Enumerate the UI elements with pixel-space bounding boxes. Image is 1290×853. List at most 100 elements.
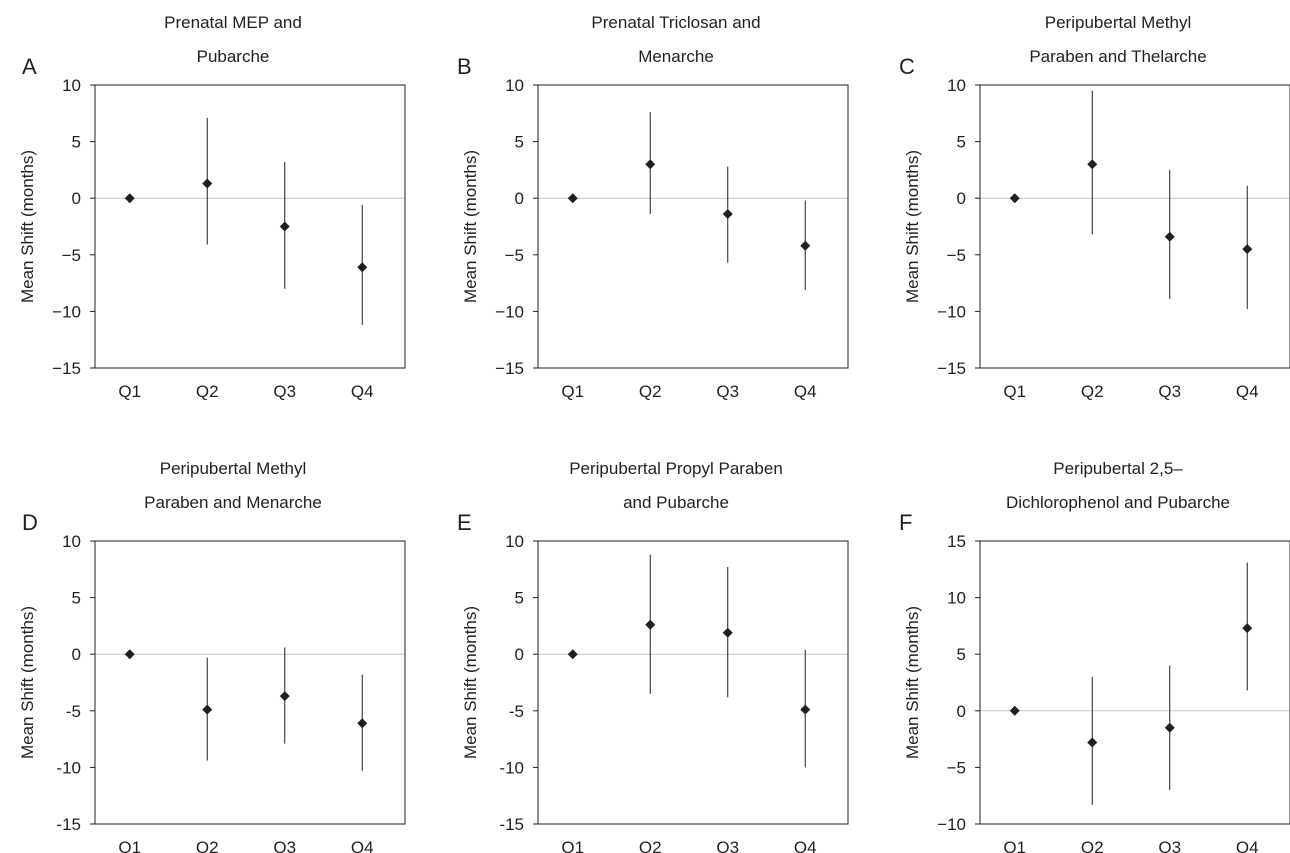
data-point-q4 (357, 262, 368, 273)
plot-frame (94, 84, 406, 369)
data-point-q3 (1164, 722, 1175, 733)
x-tick-label: Q2 (1081, 838, 1104, 853)
y-axis-label: Mean Shift (months) (461, 606, 480, 759)
y-tick-label: −5 (947, 758, 966, 777)
x-tick-label: Q3 (1158, 382, 1181, 401)
x-tick-label: Q2 (196, 838, 219, 853)
y-tick-label: -15 (499, 815, 524, 834)
y-tick-label: -10 (56, 758, 81, 777)
data-point-q2 (645, 619, 656, 630)
y-tick-label: 15 (947, 532, 966, 551)
y-tick-label: -5 (66, 702, 81, 721)
x-tick-label: Q1 (561, 382, 584, 401)
y-tick-label: -10 (499, 758, 524, 777)
y-tick-label: 10 (62, 76, 81, 95)
panel-d: D Peripubertal Methyl Paraben and Menarche… (18, 459, 406, 853)
x-tick-label: Q4 (1236, 838, 1259, 853)
y-tick-label: −10 (937, 302, 966, 321)
plot-frame (94, 540, 406, 825)
x-tick-label: Q3 (716, 382, 739, 401)
x-tick-label: Q4 (794, 382, 817, 401)
y-tick-label: 10 (62, 532, 81, 551)
y-tick-label: 0 (72, 645, 81, 664)
x-tick-label: Q1 (118, 382, 141, 401)
data-point-q2 (645, 159, 656, 170)
y-tick-label: −10 (52, 302, 81, 321)
data-point-q4 (357, 718, 368, 729)
data-point-q1 (124, 193, 135, 204)
y-tick-label: -5 (509, 702, 524, 721)
y-tick-label: 10 (947, 589, 966, 608)
y-tick-label: −15 (937, 359, 966, 378)
y-tick-label: 10 (505, 532, 524, 551)
data-point-q4 (800, 240, 811, 251)
y-tick-label: −5 (947, 246, 966, 265)
data-point-q1 (567, 193, 578, 204)
panel-c: C Peripubertal Methyl Paraben and Thelarch… (899, 13, 1290, 401)
panel-title-line-2: Dichlorophenol and Pubarche (1006, 493, 1230, 512)
y-tick-label: 0 (515, 645, 524, 664)
y-tick-label: −15 (52, 359, 81, 378)
panel-title-line-1: Peripubertal Methyl (160, 459, 306, 478)
x-tick-label: Q2 (196, 382, 219, 401)
y-tick-label: 5 (72, 589, 81, 608)
data-point-q2 (1087, 737, 1098, 748)
y-tick-label: -15 (56, 815, 81, 834)
panel-letter-c: C (899, 54, 915, 79)
plot-frame (537, 84, 849, 369)
data-point-q4 (800, 704, 811, 715)
x-tick-label: Q2 (639, 838, 662, 853)
data-point-q1 (567, 649, 578, 660)
panel-title-line-1: Prenatal Triclosan and (591, 13, 760, 32)
y-tick-label: 0 (957, 189, 966, 208)
y-axis-label: Mean Shift (months) (903, 150, 922, 303)
y-tick-label: 5 (515, 133, 524, 152)
plot-frame (537, 540, 849, 825)
data-point-q2 (202, 704, 213, 715)
data-point-q4 (1242, 623, 1253, 634)
y-tick-label: −10 (937, 815, 966, 834)
y-tick-label: 10 (947, 76, 966, 95)
panel-title-line-2: Menarche (638, 47, 714, 66)
y-tick-label: −10 (495, 302, 524, 321)
y-tick-label: −15 (495, 359, 524, 378)
panel-title-line-1: Prenatal MEP and (164, 13, 302, 32)
panel-title-line-2: Pubarche (197, 47, 270, 66)
panel-title-line-2: and Pubarche (623, 493, 729, 512)
data-point-q1 (1009, 705, 1020, 716)
panel-letter-e: E (457, 510, 472, 535)
data-point-q4 (1242, 244, 1253, 255)
plot-frame (979, 540, 1290, 825)
y-tick-label: −5 (505, 246, 524, 265)
x-tick-label: Q1 (118, 838, 141, 853)
x-tick-label: Q4 (794, 838, 817, 853)
y-tick-label: 5 (957, 133, 966, 152)
y-tick-label: 5 (72, 133, 81, 152)
panel-letter-f: F (899, 510, 912, 535)
x-tick-label: Q3 (1158, 838, 1181, 853)
y-tick-label: 5 (515, 589, 524, 608)
y-tick-label: 10 (505, 76, 524, 95)
x-tick-label: Q1 (561, 838, 584, 853)
panel-letter-a: A (22, 54, 37, 79)
panel-title-line-1: Peripubertal Propyl Paraben (569, 459, 783, 478)
y-tick-label: 0 (957, 702, 966, 721)
y-tick-label: 5 (957, 645, 966, 664)
data-point-q2 (202, 178, 213, 189)
data-point-q2 (1087, 159, 1098, 170)
panel-title-line-2: Paraben and Thelarche (1029, 47, 1206, 66)
data-point-q3 (279, 691, 290, 702)
x-tick-label: Q4 (1236, 382, 1259, 401)
panel-e: E Peripubertal Propyl Paraben and Pubarche… (457, 459, 849, 853)
panel-letter-b: B (457, 54, 472, 79)
y-tick-label: −5 (62, 246, 81, 265)
data-point-q3 (722, 209, 733, 220)
data-point-q3 (279, 221, 290, 232)
x-tick-label: Q4 (351, 838, 374, 853)
x-tick-label: Q1 (1003, 382, 1026, 401)
data-point-q1 (124, 649, 135, 660)
plot-frame (979, 84, 1290, 369)
y-tick-label: 0 (515, 189, 524, 208)
panel-f: F Peripubertal 2,5– Dichlorophenol and Pub… (899, 459, 1290, 853)
